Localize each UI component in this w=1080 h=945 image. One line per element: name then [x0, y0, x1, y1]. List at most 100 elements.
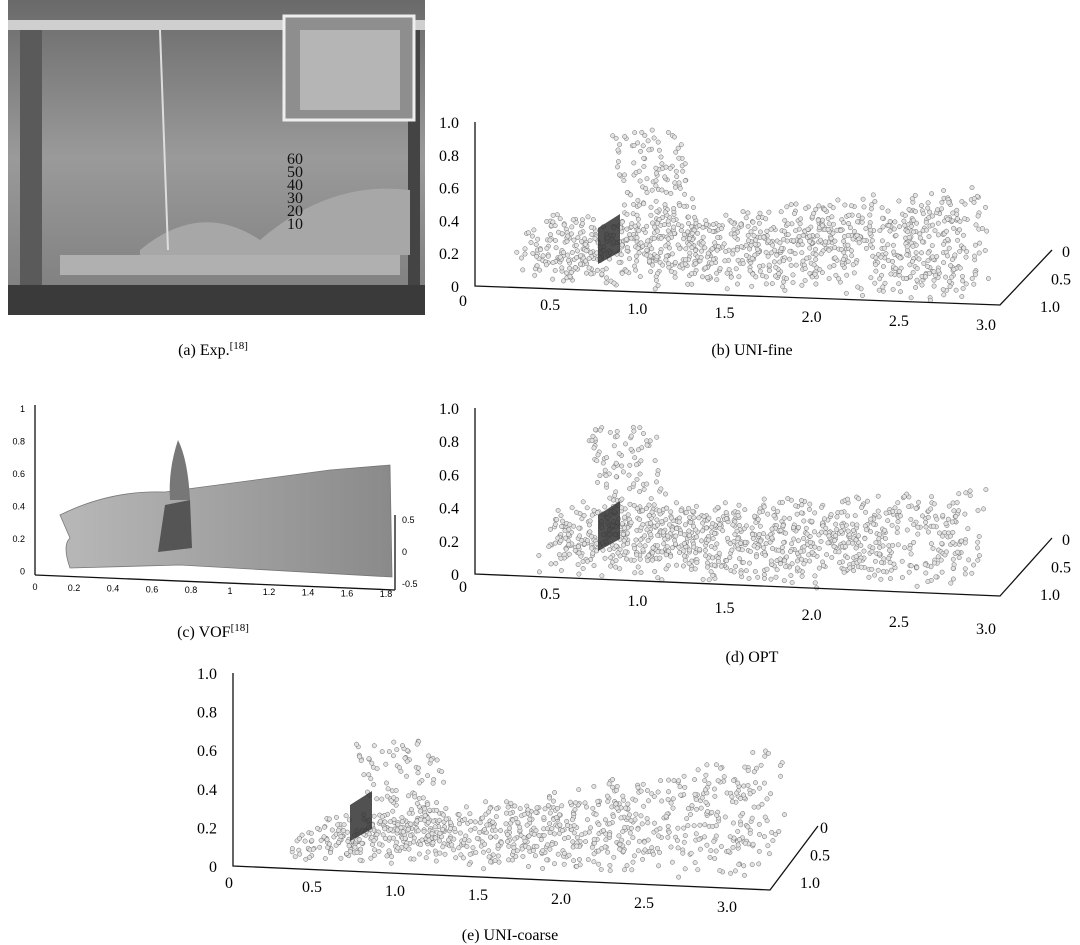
- particle: [784, 554, 790, 560]
- particle: [565, 252, 571, 258]
- particle: [611, 443, 617, 449]
- particle: [901, 494, 907, 500]
- particle: [690, 508, 696, 514]
- particle: [425, 849, 431, 855]
- particle: [514, 249, 520, 255]
- particle: [453, 855, 459, 861]
- particle: [505, 804, 511, 810]
- particle: [949, 519, 955, 525]
- particle: [855, 219, 860, 225]
- particle: [975, 213, 981, 219]
- particle: [860, 196, 866, 202]
- particle: [586, 265, 592, 271]
- particle: [707, 854, 713, 860]
- particle: [522, 246, 528, 252]
- particle: [777, 556, 783, 562]
- particle: [653, 277, 659, 283]
- particle: [557, 216, 563, 222]
- particle: [725, 535, 730, 541]
- particle: [752, 226, 758, 231]
- particle: [536, 569, 542, 575]
- particle: [686, 214, 691, 220]
- z-tick-label: 0.5: [1051, 560, 1071, 577]
- particle: [896, 268, 902, 274]
- particle: [655, 549, 661, 555]
- particle: [682, 833, 688, 839]
- particle: [747, 791, 753, 797]
- particle: [735, 257, 741, 263]
- particle: [603, 266, 609, 272]
- particle: [777, 240, 783, 246]
- particle: [628, 818, 634, 824]
- z-tick-label: 0: [402, 547, 407, 557]
- particle: [395, 822, 401, 827]
- particle: [641, 164, 647, 169]
- particle: [558, 513, 564, 519]
- particle: [880, 568, 886, 574]
- particle: [876, 536, 882, 542]
- particle: [781, 258, 787, 264]
- particle: [701, 514, 707, 519]
- particle: [644, 481, 650, 487]
- particle: [540, 865, 546, 871]
- particle: [957, 265, 963, 271]
- particle: [965, 526, 971, 532]
- particle: [798, 549, 804, 555]
- particle: [559, 265, 565, 271]
- x-tick-label: 1.8: [380, 589, 393, 599]
- particle: [853, 554, 859, 560]
- particle: [482, 841, 488, 847]
- particle: [595, 798, 601, 804]
- particle: [887, 547, 892, 553]
- particle: [686, 236, 692, 241]
- particle: [655, 575, 661, 581]
- particle: [563, 546, 569, 552]
- particle: [951, 508, 957, 514]
- particle: [703, 525, 709, 531]
- particle: [712, 793, 718, 799]
- particle: [656, 217, 662, 223]
- particle: [681, 236, 687, 242]
- particle: [632, 263, 637, 269]
- particle: [632, 223, 638, 229]
- particle: [802, 278, 808, 284]
- particle: [663, 813, 669, 819]
- particle: [693, 550, 699, 556]
- particle: [702, 778, 708, 783]
- particle: [550, 219, 556, 225]
- particle: [813, 257, 819, 262]
- particle: [931, 283, 937, 289]
- particle: [781, 228, 787, 234]
- particle: [963, 490, 969, 496]
- particle: [851, 228, 857, 234]
- particle: [763, 541, 769, 547]
- particle: [804, 255, 810, 261]
- particle: [565, 233, 571, 239]
- particle: [947, 284, 953, 289]
- ruler-label: 20: [287, 203, 303, 220]
- particle: [904, 244, 910, 250]
- particle: [384, 780, 389, 786]
- particle: [633, 462, 639, 468]
- particle: [702, 834, 707, 840]
- particle: [890, 242, 896, 248]
- particle: [473, 850, 479, 855]
- particle: [630, 859, 636, 865]
- particle: [547, 821, 553, 827]
- particle: [714, 812, 720, 818]
- particle: [951, 562, 957, 568]
- particle: [824, 552, 830, 558]
- particle: [505, 839, 510, 844]
- particle: [425, 833, 431, 839]
- particle: [793, 228, 799, 234]
- particle: [854, 232, 860, 238]
- caption: (c) VOF[18]: [177, 622, 249, 641]
- particle: [774, 567, 780, 573]
- particle: [652, 569, 658, 574]
- particle: [521, 811, 527, 817]
- particle: [738, 244, 744, 250]
- particle: [686, 220, 691, 226]
- particle: [614, 805, 620, 811]
- particle: [778, 527, 784, 533]
- particle: [566, 526, 572, 532]
